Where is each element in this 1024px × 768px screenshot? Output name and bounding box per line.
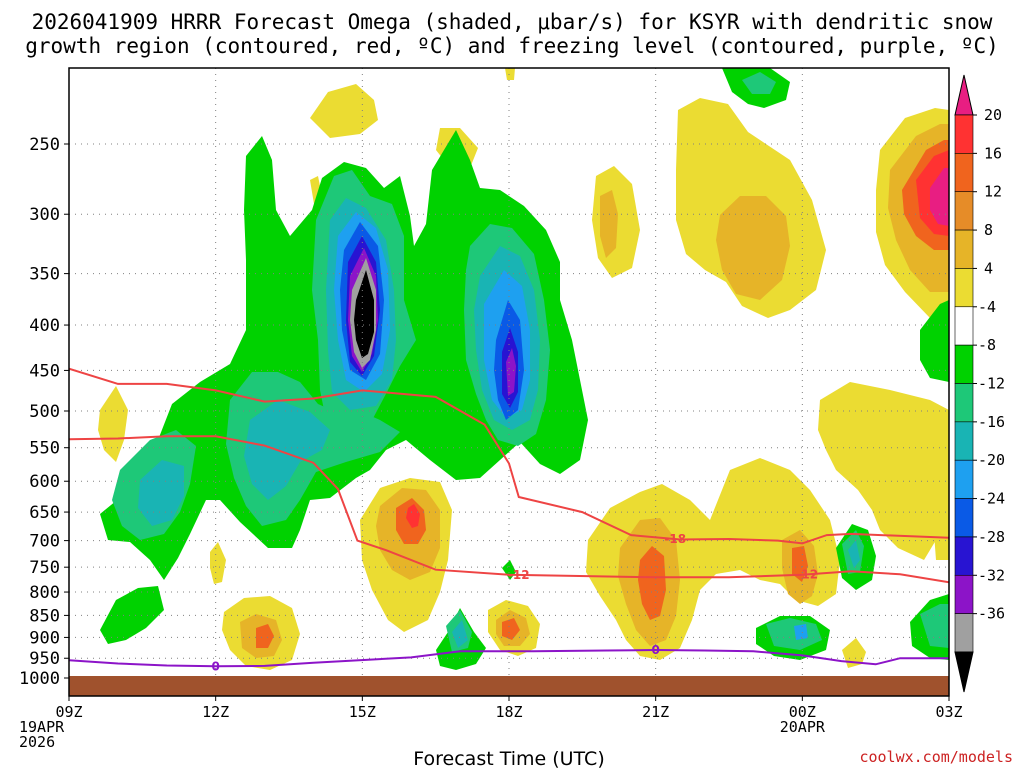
y-tick-label: 500 xyxy=(29,402,60,422)
colorbar-label: -8 xyxy=(978,336,996,354)
colorbar-band xyxy=(954,153,974,193)
y-tick-label: 900 xyxy=(29,628,60,648)
colorbar-bottom-arrow xyxy=(954,651,974,693)
colorbar-band xyxy=(954,536,974,576)
isotherm-minus-18-label: -18 xyxy=(664,532,686,546)
colorbar-label: -24 xyxy=(978,490,1005,508)
freezing-level-line xyxy=(69,648,949,668)
colorbar-band xyxy=(954,114,974,154)
colorbar-label: 16 xyxy=(984,144,1002,162)
colorbar-band xyxy=(954,613,974,653)
ground-below-surface xyxy=(69,676,949,696)
y-tick-label: 650 xyxy=(29,503,60,523)
colorbar-band xyxy=(954,574,974,614)
colorbar-band xyxy=(954,498,974,538)
chart-title-line-2: growth region (contoured, red, ºC) and f… xyxy=(25,34,999,58)
colorbar-label: -12 xyxy=(978,375,1005,393)
colorbar-label: 4 xyxy=(984,259,993,277)
y-tick-label: 850 xyxy=(29,606,60,626)
x-tick-label: 18Z xyxy=(495,703,522,721)
colorbar-label: -4 xyxy=(978,298,996,316)
x-tick-label: 03Z xyxy=(935,703,962,721)
colorbar-band xyxy=(954,191,974,231)
colorbar-label: -28 xyxy=(978,528,1005,546)
colorbar-band xyxy=(954,229,974,269)
omega-black-region xyxy=(354,270,374,358)
credit-text: coolwx.com/models xyxy=(859,748,1013,766)
y-tick-label: 350 xyxy=(29,265,60,285)
colorbar-band xyxy=(954,306,974,346)
isotherm-minus-12 xyxy=(69,435,949,584)
y-tick-label: 250 xyxy=(29,135,60,155)
y-tick-label: 550 xyxy=(29,439,60,459)
x-tick-label: 12Z xyxy=(202,703,229,721)
y-tick-label: 300 xyxy=(29,205,60,225)
x-tick-label: 21Z xyxy=(642,703,669,721)
colorbar-label: -36 xyxy=(978,605,1005,623)
y-tick-label: 600 xyxy=(29,472,60,492)
x-tick-label: 15Z xyxy=(349,703,376,721)
colorbar-band xyxy=(954,344,974,384)
x-tick-label: 00Z xyxy=(789,703,816,721)
freezing-level-line-label: 0 xyxy=(651,643,659,657)
isotherm-minus-12-label: -12 xyxy=(796,567,818,581)
colorbar-label: -20 xyxy=(978,451,1005,469)
colorbar-band xyxy=(954,268,974,308)
colorbar-label: 20 xyxy=(984,106,1002,124)
chart-title-line-1: 2026041909 HRRR Forecast Omega (shaded, … xyxy=(32,10,993,34)
x-tick-label: 20APR xyxy=(780,718,826,736)
y-axis: 2503003504004505005506006507007508008509… xyxy=(19,135,69,689)
x-tick-label: 2026 xyxy=(19,733,55,751)
colorbar-top-arrow xyxy=(954,74,974,116)
colorbar-band xyxy=(954,383,974,423)
contours: -12 -12 -18 0 0 xyxy=(69,367,949,673)
y-tick-label: 400 xyxy=(29,316,60,336)
y-tick-label: 950 xyxy=(29,649,60,669)
y-tick-label: 750 xyxy=(29,558,60,578)
colorbar-band xyxy=(954,421,974,461)
isotherm-minus-18 xyxy=(69,367,949,545)
colorbar-band xyxy=(954,459,974,499)
omega-max-positive xyxy=(930,168,949,226)
freezing-level-line-label: 0 xyxy=(211,659,219,673)
colorbar-label: 12 xyxy=(984,183,1002,201)
y-tick-label: 800 xyxy=(29,583,60,603)
colorbar: 20 16 12 8 4 -4 -8 -12 -16 -20 -24 -28 -32 -36 xyxy=(954,74,1005,693)
omega-purple-region-2 xyxy=(506,348,516,396)
y-tick-label: 700 xyxy=(29,532,60,552)
x-tick-label: 19APR xyxy=(19,718,65,736)
colorbar-label: -16 xyxy=(978,413,1005,431)
isotherm-minus-12-label: -12 xyxy=(508,568,530,582)
y-tick-label: 1000 xyxy=(19,669,60,689)
colorbar-label: 8 xyxy=(984,221,993,239)
omega-shading: -12 -12 -18 0 0 xyxy=(69,68,949,696)
colorbar-label: -32 xyxy=(978,566,1005,584)
x-axis-title: Forecast Time (UTC) xyxy=(413,748,604,768)
y-tick-label: 450 xyxy=(29,361,60,381)
x-tick-label: 09Z xyxy=(55,703,82,721)
